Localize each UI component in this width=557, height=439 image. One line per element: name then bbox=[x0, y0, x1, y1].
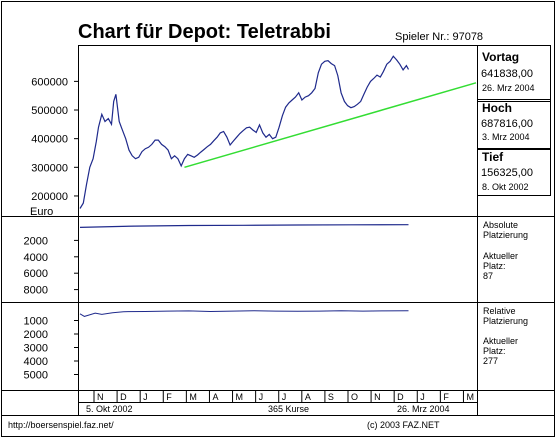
y-tick-label: 600000 bbox=[31, 76, 68, 88]
month-label: N bbox=[374, 392, 381, 402]
low-date: 8. Okt 2002 bbox=[482, 182, 529, 192]
month-label: S bbox=[328, 392, 334, 402]
abs-tick-label: 8000 bbox=[24, 285, 48, 297]
rel-title-2: Platzierung bbox=[483, 316, 528, 326]
month-label: D bbox=[120, 392, 127, 402]
abs-current-value: 87 bbox=[483, 271, 493, 281]
main-chart-layer: 200000 300000 400000 500000 600000 bbox=[31, 55, 477, 209]
month-label: J bbox=[259, 392, 264, 402]
month-label: N bbox=[97, 392, 104, 402]
month-label: J bbox=[143, 392, 148, 402]
start-date: 5. Okt 2002 bbox=[86, 404, 133, 414]
rel-current-2: Platz: bbox=[483, 346, 506, 356]
y-tick-label: 200000 bbox=[31, 191, 68, 203]
abs-tick-label: 6000 bbox=[24, 268, 48, 280]
low-value: 156325,00 bbox=[481, 167, 533, 179]
rel-current-value: 277 bbox=[483, 356, 498, 366]
month-label: J bbox=[282, 392, 287, 402]
abs-panel-labels: Absolute Platzierung Aktueller Platz: 87 bbox=[483, 220, 528, 281]
high-label: Hoch bbox=[482, 101, 512, 115]
abs-title-2: Platzierung bbox=[483, 230, 528, 240]
high-date: 3. Mrz 2004 bbox=[482, 132, 530, 142]
y-axis-unit: Euro bbox=[30, 206, 53, 218]
month-label: F bbox=[166, 392, 172, 402]
course-count: 365 Kurse bbox=[268, 404, 309, 414]
rel-tick-label: 4000 bbox=[24, 356, 48, 368]
source-url[interactable]: http://boersenspiel.faz.net/ bbox=[8, 420, 114, 430]
depot-value-line bbox=[79, 55, 410, 209]
month-label: M bbox=[466, 392, 474, 402]
copyright: (c) 2003 FAZ.NET bbox=[367, 420, 440, 430]
high-value: 687816,00 bbox=[481, 118, 533, 130]
abs-current-2: Platz: bbox=[483, 261, 506, 271]
abs-placement-line bbox=[79, 224, 409, 228]
info-panel: Vortag 641838,00 26. Mrz 2004 Hoch 68781… bbox=[477, 45, 551, 196]
y-tick-label: 400000 bbox=[31, 134, 68, 146]
rel-tick-label: 1000 bbox=[24, 316, 48, 328]
rel-tick-label: 2000 bbox=[24, 329, 48, 341]
rel-placement-line bbox=[79, 310, 409, 317]
prev-day-label: Vortag bbox=[482, 50, 519, 64]
page-title: Chart für Depot: Teletrabbi bbox=[78, 21, 331, 43]
month-label: A bbox=[212, 392, 218, 402]
month-label: O bbox=[351, 392, 358, 402]
prev-day-date: 26. Mrz 2004 bbox=[482, 83, 535, 93]
abs-current-1: Aktueller bbox=[483, 251, 518, 261]
trend-line bbox=[184, 82, 477, 169]
abs-chart-layer: 2000 4000 6000 8000 bbox=[24, 224, 409, 297]
y-tick-label: 300000 bbox=[31, 162, 68, 174]
rel-plot-frame bbox=[78, 302, 478, 391]
month-label: M bbox=[189, 392, 197, 402]
low-label: Tief bbox=[482, 150, 504, 164]
abs-tick-label: 2000 bbox=[24, 235, 48, 247]
month-label: J bbox=[420, 392, 425, 402]
abs-tick-label: 4000 bbox=[24, 252, 48, 264]
player-number: Spieler Nr.: 97078 bbox=[395, 31, 483, 43]
rel-title-1: Relative bbox=[483, 306, 516, 316]
abs-plot-frame bbox=[78, 216, 478, 303]
month-label: F bbox=[443, 392, 449, 402]
y-tick-label: 500000 bbox=[31, 105, 68, 117]
abs-title-1: Absolute bbox=[483, 220, 518, 230]
rel-tick-label: 5000 bbox=[24, 370, 48, 382]
prev-day-value: 641838,00 bbox=[481, 68, 533, 80]
rel-tick-label: 3000 bbox=[24, 343, 48, 355]
month-label: D bbox=[397, 392, 404, 402]
month-label: A bbox=[305, 392, 311, 402]
rel-current-1: Aktueller bbox=[483, 336, 518, 346]
month-label: M bbox=[236, 392, 244, 402]
rel-panel-labels: Relative Platzierung Aktueller Platz: 27… bbox=[483, 306, 528, 366]
end-date: 26. Mrz 2004 bbox=[397, 404, 450, 414]
